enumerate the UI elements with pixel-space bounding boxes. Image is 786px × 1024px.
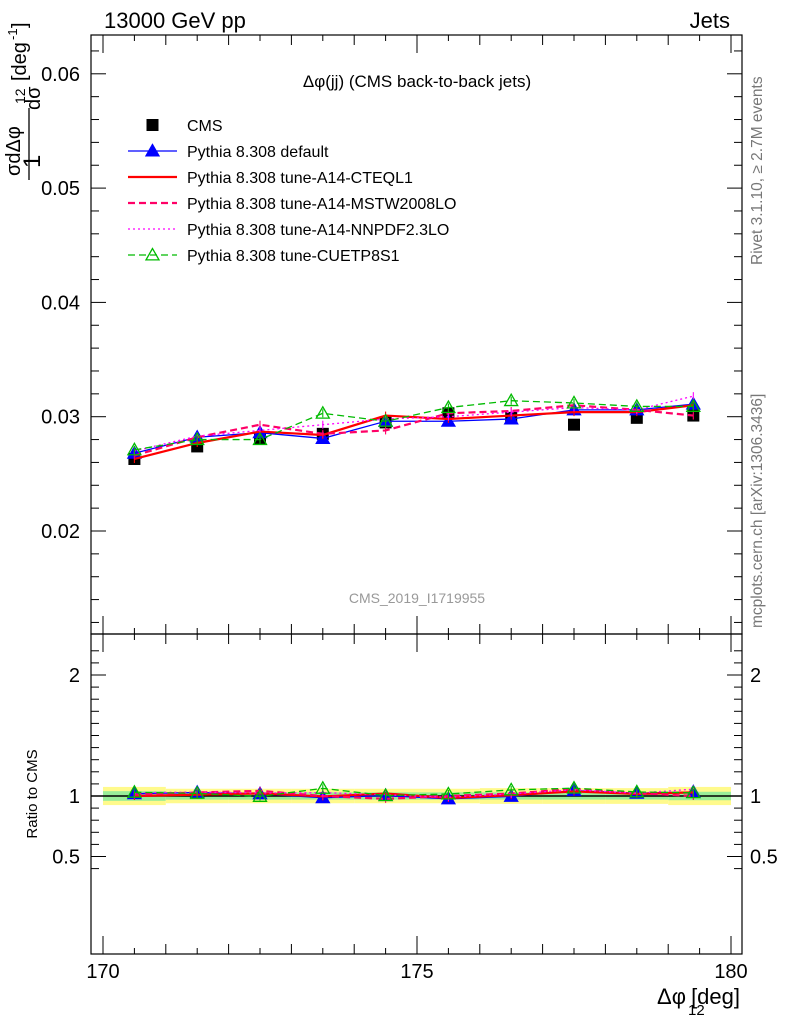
series-5-ratio-point <box>629 784 645 798</box>
header-energy: 13000 GeV pp <box>104 8 246 33</box>
legend-entry-5-marker <box>144 247 161 261</box>
series-5-ratio-point <box>252 788 268 802</box>
svg-text:12: 12 <box>12 88 28 104</box>
main-series-group <box>126 392 701 465</box>
ratio-axis-ticks: 0.5 0.5 1 1 2 2 <box>52 634 778 954</box>
svg-text:[deg: [deg <box>9 42 31 81</box>
series-5-ratio-point <box>503 782 519 796</box>
ratio-tick-label-right: 2 <box>750 665 761 687</box>
ratio-tick-label-left: 2 <box>69 665 80 687</box>
y-tick-label: 0.04 <box>41 292 80 314</box>
legend-entry-4-label: Pythia 8.308 tune-A14-NNPDF2.3LO <box>187 222 449 239</box>
ratio-tick-label-right: 1 <box>750 786 761 808</box>
series-5-point <box>503 392 519 407</box>
svg-text:dσ: dσ <box>23 86 45 110</box>
x-axis-tick-labels: 170 175 180 <box>86 961 747 983</box>
chart-title: Δφ(jj) (CMS back-to-back jets) <box>303 72 531 91</box>
series-5-point <box>315 405 331 419</box>
ratio-panel: 0.5 0.5 1 1 2 2 Ratio to CMS <box>24 633 778 955</box>
y-tick-label: 0.06 <box>41 64 80 86</box>
series-5-ratio-point <box>315 780 331 794</box>
header-category: Jets <box>690 8 730 33</box>
series-5-ratio-line <box>134 787 694 798</box>
svg-text:]: ] <box>9 22 31 28</box>
y-tick-label: 0.03 <box>41 407 80 429</box>
series-3-line <box>134 404 694 457</box>
series-5-ratio-point <box>377 787 394 802</box>
series-5-ratio-point <box>440 786 457 800</box>
legend-entry-1-marker <box>144 143 161 157</box>
svg-text:-1: -1 <box>5 28 20 40</box>
x-tick-label: 175 <box>400 961 433 983</box>
ratio-frame <box>90 633 743 955</box>
svg-text:1: 1 <box>19 155 46 168</box>
series-5-point <box>685 398 701 412</box>
series-4-line <box>134 395 694 452</box>
x-tick-label: 170 <box>86 961 119 983</box>
series-2-ratio-line <box>134 790 694 800</box>
y-tick-label: 0.05 <box>41 178 80 200</box>
series-3-ratio-line <box>134 787 694 800</box>
series-5-ratio-point <box>189 785 205 799</box>
ratio-tick-label-left: 1 <box>69 786 80 808</box>
ratio-tick-label-left: 0.5 <box>52 847 80 869</box>
legend-entry-0-marker <box>146 119 159 131</box>
legend-entry-3-label: Pythia 8.308 tune-A14-MSTW2008LO <box>187 196 456 213</box>
series-5-point <box>126 442 143 456</box>
series-5-point <box>629 398 645 412</box>
y-tick-label: 0.02 <box>41 521 80 543</box>
legend-entry-0-label: CMS <box>187 118 223 135</box>
main-y-axis-label: 1 dσ σdΔφ 12 [deg -1 ] <box>3 22 46 180</box>
series-2-line <box>134 404 694 461</box>
mcplots-label: mcplots.cern.ch [arXiv:1306.3436] <box>749 394 766 628</box>
x-label-unit: [deg] <box>691 984 740 1009</box>
x-tick-label: 180 <box>714 961 747 983</box>
x-label-main: Δφ <box>657 984 686 1009</box>
svg-text:σdΔφ: σdΔφ <box>3 126 25 176</box>
series-4-ratio-line <box>134 788 694 798</box>
y-label-one: 1 <box>19 155 46 168</box>
ratio-series-group <box>126 780 701 805</box>
ratio-y-label: Ratio to CMS <box>24 749 41 838</box>
legend: CMS Pythia 8.308 default Pythia 8.308 tune… <box>128 118 456 265</box>
series-5-point <box>566 395 582 409</box>
ratio-tick-label-right: 0.5 <box>750 847 778 869</box>
legend-entry-5-label: Pythia 8.308 tune-CUETP8S1 <box>187 248 400 265</box>
legend-entry-1-label: Pythia 8.308 default <box>187 144 329 161</box>
x-axis-label: Δφ 12 [deg] <box>657 984 740 1019</box>
series-5-point <box>377 413 394 427</box>
series-5-point <box>252 431 268 446</box>
legend-entry-2-label: Pythia 8.308 tune-A14-CTEQL1 <box>187 170 413 187</box>
series-0-point <box>568 418 580 431</box>
main-panel: Δφ(jj) (CMS back-to-back jets) CMS_2019_… <box>41 34 743 635</box>
series-5-ratio-point <box>566 780 582 794</box>
series-5-point <box>189 431 205 446</box>
series-5-point <box>440 399 457 414</box>
main-axis-ticks: 0.02 0.03 0.04 0.05 0.06 <box>41 35 742 634</box>
rivet-label: Rivet 3.1.10, ≥ 2.7M events <box>749 76 766 265</box>
y-label-frac: dσ <box>23 86 45 110</box>
x-label-sub: 12 <box>688 1002 705 1019</box>
series-5-ratio-point <box>126 784 143 798</box>
analysis-watermark: CMS_2019_I1719955 <box>349 590 485 606</box>
series-5-line <box>134 400 694 451</box>
series-5-ratio-point <box>685 784 701 799</box>
